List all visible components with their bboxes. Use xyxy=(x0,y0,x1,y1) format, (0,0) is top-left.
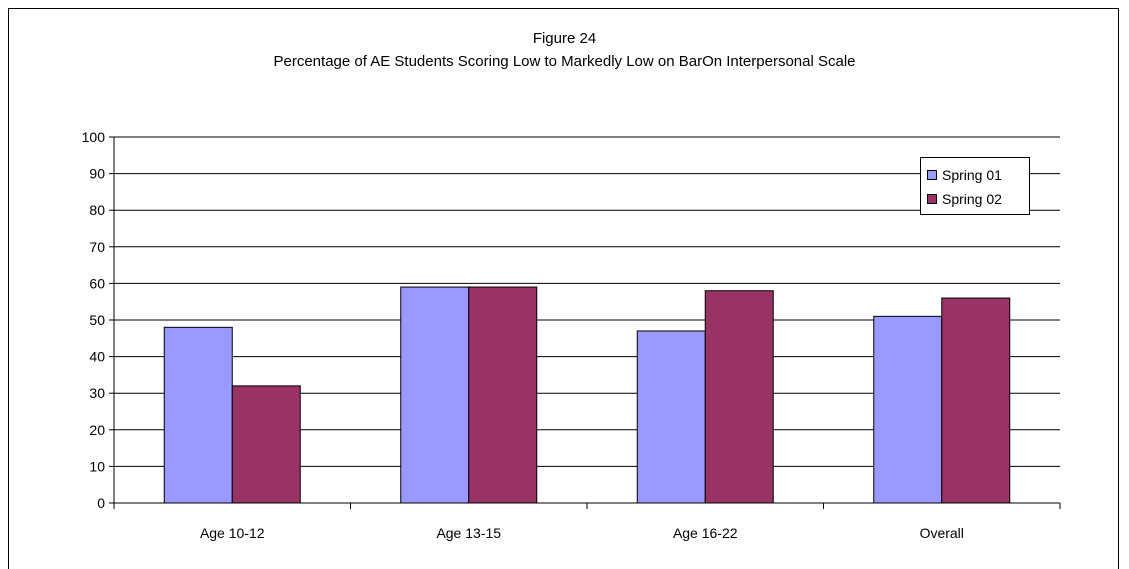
chart-title: Figure 24 xyxy=(532,30,597,47)
x-tick-label: Age 10-12 xyxy=(200,525,265,541)
chart-subtitle: Percentage of AE Students Scoring Low to… xyxy=(273,53,856,70)
y-tick-label: 10 xyxy=(89,458,105,474)
x-tick-label: Age 13-15 xyxy=(436,525,501,541)
y-tick-label: 80 xyxy=(89,202,105,218)
legend-item-spring-01: Spring 01 xyxy=(927,166,1002,184)
y-tick-label: 0 xyxy=(97,495,105,511)
legend-label-spring-01: Spring 01 xyxy=(942,167,1002,183)
bar-spring-01 xyxy=(400,286,470,504)
legend-swatch-spring-01 xyxy=(927,170,937,180)
y-tick-label: 40 xyxy=(89,349,105,365)
y-tick-label: 20 xyxy=(89,422,105,438)
bar-spring-01 xyxy=(636,330,706,504)
x-tick-label: Overall xyxy=(920,525,964,541)
bar-spring-01 xyxy=(873,315,943,504)
bar-spring-01 xyxy=(163,326,233,504)
bar-spring-02 xyxy=(941,297,1011,504)
bar-spring-02 xyxy=(231,385,301,504)
y-tick-label: 70 xyxy=(89,239,105,255)
legend-item-spring-02: Spring 02 xyxy=(927,190,1002,208)
y-tick-label: 90 xyxy=(89,166,105,182)
legend-label-spring-02: Spring 02 xyxy=(942,191,1002,207)
bar-spring-02 xyxy=(468,286,538,504)
y-tick-label: 30 xyxy=(89,385,105,401)
x-tick-label: Age 16-22 xyxy=(673,525,738,541)
chart-legend: Spring 01 Spring 02 xyxy=(920,157,1030,215)
y-tick-label: 50 xyxy=(89,312,105,328)
y-tick-label: 100 xyxy=(82,129,106,145)
bar-spring-02 xyxy=(704,290,774,504)
y-tick-label: 60 xyxy=(89,275,105,291)
legend-swatch-spring-02 xyxy=(927,194,937,204)
